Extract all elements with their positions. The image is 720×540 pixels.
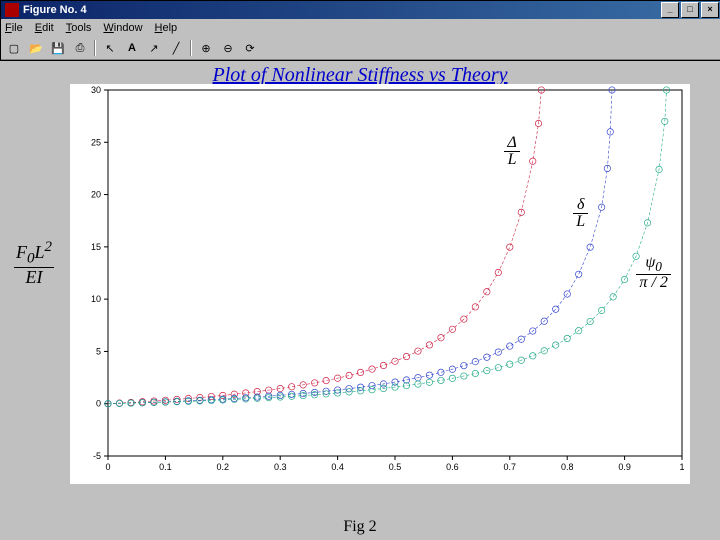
svg-text:0.5: 0.5 [389, 462, 402, 472]
new-icon[interactable]: ▢ [3, 38, 25, 58]
menu-window[interactable]: Window [103, 22, 142, 34]
titlebar: Figure No. 4 _ □ × [1, 1, 720, 19]
svg-text:0.1: 0.1 [159, 462, 172, 472]
maximize-button[interactable]: □ [681, 2, 699, 18]
minimize-button[interactable]: _ [661, 2, 679, 18]
close-button[interactable]: × [701, 2, 719, 18]
svg-text:15: 15 [91, 242, 101, 252]
open-icon[interactable]: 📂 [25, 38, 47, 58]
arrow-tool-icon[interactable]: ↗ [143, 38, 165, 58]
svg-text:0.4: 0.4 [331, 462, 344, 472]
menu-tools[interactable]: Tools [66, 22, 92, 34]
series-label-0: ΔL [504, 135, 519, 168]
toolbar: ▢ 📂 💾 ⎙ ↖ A ↗ ╱ ⊕ ⊖ ⟳ [1, 37, 720, 60]
text-a-icon[interactable]: A [121, 38, 143, 58]
svg-text:25: 25 [91, 137, 101, 147]
separator-icon [94, 40, 96, 56]
figure-window: Figure No. 4 _ □ × File Edit Tools Windo… [0, 0, 720, 61]
line-tool-icon[interactable]: ╱ [165, 38, 187, 58]
print-icon[interactable]: ⎙ [69, 38, 91, 58]
svg-text:1: 1 [679, 462, 684, 472]
zoom-out-icon[interactable]: ⊖ [217, 38, 239, 58]
app-icon [5, 3, 19, 17]
zoom-in-icon[interactable]: ⊕ [195, 38, 217, 58]
svg-text:5: 5 [96, 346, 101, 356]
svg-text:0.8: 0.8 [561, 462, 574, 472]
menu-edit[interactable]: Edit [35, 22, 54, 34]
ylabel-denominator: EI [14, 268, 54, 287]
svg-text:0.6: 0.6 [446, 462, 459, 472]
rotate-icon[interactable]: ⟳ [239, 38, 261, 58]
y-axis-label: F0L2 EI [14, 240, 54, 287]
ylabel-numerator: F0L2 [14, 240, 54, 268]
svg-text:20: 20 [91, 190, 101, 200]
figure-caption: Fig 2 [0, 518, 720, 536]
series-label-1: δL [573, 197, 588, 230]
svg-text:0: 0 [105, 462, 110, 472]
svg-text:0: 0 [96, 399, 101, 409]
chart-area: 0 0.1 0.2 0.3 0.4 0.5 0.6 0.7 0.8 0.9 1 -5 0 5 10 15 20 2… [70, 84, 690, 484]
series-label-2: ψ0π / 2 [636, 255, 670, 291]
menu-file[interactable]: File [5, 22, 23, 34]
save-icon[interactable]: 💾 [47, 38, 69, 58]
svg-text:-5: -5 [93, 451, 101, 461]
svg-text:0.3: 0.3 [274, 462, 287, 472]
svg-text:0.9: 0.9 [618, 462, 631, 472]
svg-text:30: 30 [91, 85, 101, 95]
separator-icon [190, 40, 192, 56]
svg-text:0.7: 0.7 [504, 462, 517, 472]
menu-help[interactable]: Help [155, 22, 178, 34]
window-title: Figure No. 4 [23, 4, 87, 16]
arrow-icon[interactable]: ↖ [99, 38, 121, 58]
menubar: File Edit Tools Window Help [1, 19, 720, 37]
svg-text:10: 10 [91, 294, 101, 304]
svg-text:0.2: 0.2 [217, 462, 230, 472]
